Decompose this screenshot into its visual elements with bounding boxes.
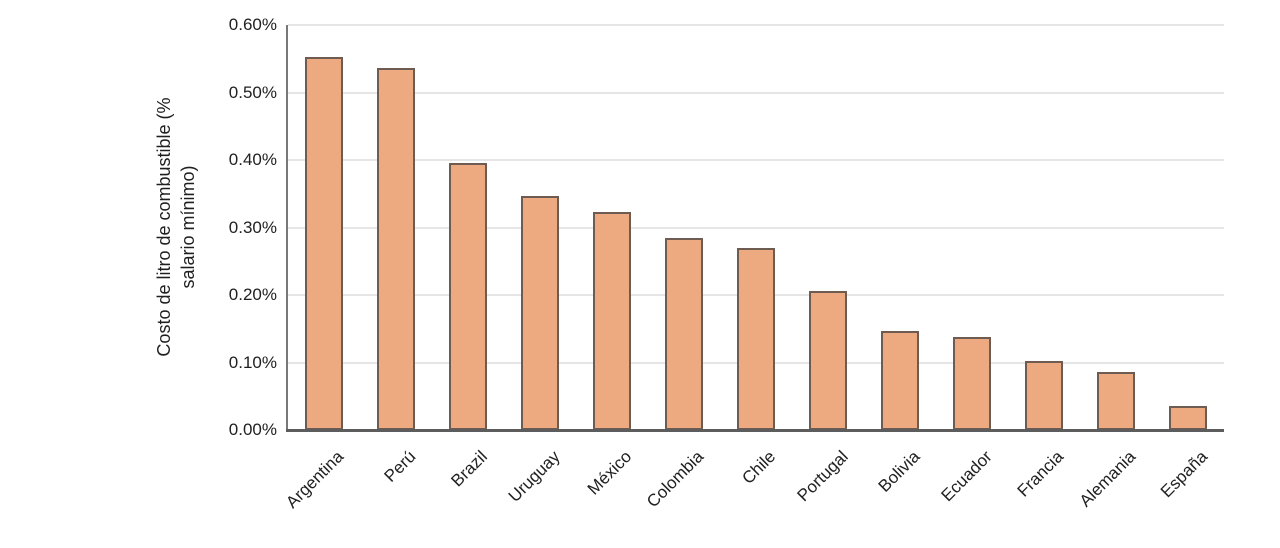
x-tick-label: Colombia — [643, 447, 708, 512]
y-tick-label: 0.60% — [228, 15, 277, 34]
bar — [1097, 371, 1135, 430]
x-tick-label: Uruguay — [504, 447, 564, 506]
x-axis-line — [286, 429, 1224, 432]
bar — [593, 211, 631, 430]
x-tick-label: Chile — [738, 447, 780, 488]
bar — [809, 290, 847, 430]
bar — [881, 331, 919, 430]
bar — [665, 237, 703, 430]
x-tick-label: España — [1157, 447, 1212, 502]
gridline — [288, 91, 1224, 94]
bar — [305, 56, 343, 430]
gridline — [288, 24, 1224, 26]
x-tick-label: Brazil — [447, 447, 492, 491]
y-tick-label: 0.40% — [228, 150, 277, 169]
bar — [521, 196, 559, 430]
bar — [1169, 405, 1207, 430]
x-tick-label: Francia — [1013, 447, 1068, 501]
y-tick-label: 0.00% — [228, 420, 277, 439]
bar — [737, 248, 775, 430]
bar — [449, 163, 487, 430]
x-tick-label: Ecuador — [937, 447, 996, 506]
x-tick-label: México — [583, 447, 636, 499]
x-tick-label: Bolivia — [874, 447, 924, 496]
x-tick-label: Perú — [380, 447, 420, 486]
bar — [377, 67, 415, 430]
y-axis-line — [286, 25, 288, 432]
bar — [953, 336, 991, 430]
gridline — [288, 226, 1224, 229]
y-tick-label: 0.50% — [228, 82, 277, 102]
x-tick-label: Alemania — [1075, 447, 1140, 511]
gridline — [288, 159, 1224, 161]
y-tick-label: 0.10% — [228, 352, 277, 372]
y-tick-label: 0.20% — [228, 285, 277, 304]
x-tick-label: Portugal — [793, 447, 852, 506]
y-tick-label: 0.30% — [228, 217, 277, 237]
x-tick-label: Argentina — [282, 447, 348, 512]
bar — [1025, 361, 1063, 430]
